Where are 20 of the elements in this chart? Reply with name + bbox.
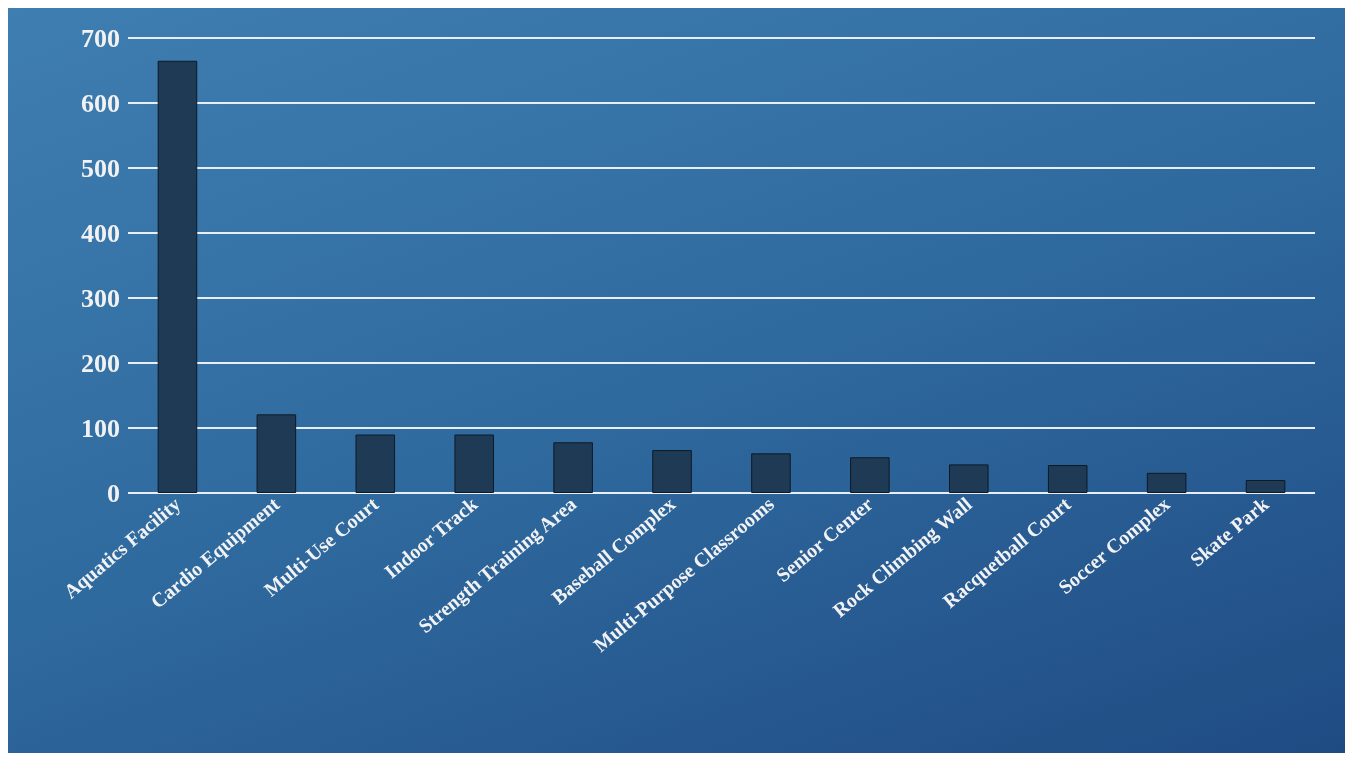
bar bbox=[1047, 465, 1088, 493]
y-tick-label: 100 bbox=[81, 413, 120, 443]
bar bbox=[751, 453, 791, 493]
y-tick-label: 0 bbox=[107, 478, 120, 508]
y-tick-label: 400 bbox=[81, 218, 120, 248]
bar bbox=[454, 434, 494, 493]
bar bbox=[850, 457, 890, 493]
bar bbox=[553, 442, 593, 493]
bar bbox=[1245, 480, 1286, 493]
bar bbox=[949, 464, 989, 493]
y-tick-label: 300 bbox=[81, 283, 120, 313]
bar bbox=[355, 434, 396, 493]
y-tick-label: 200 bbox=[81, 348, 120, 378]
y-tick-label: 500 bbox=[81, 153, 120, 183]
bar bbox=[652, 450, 692, 493]
bar bbox=[157, 60, 198, 493]
y-tick-label: 600 bbox=[81, 88, 120, 118]
bar bbox=[1146, 472, 1187, 493]
bar bbox=[256, 414, 297, 493]
y-tick-label: 700 bbox=[81, 23, 120, 53]
